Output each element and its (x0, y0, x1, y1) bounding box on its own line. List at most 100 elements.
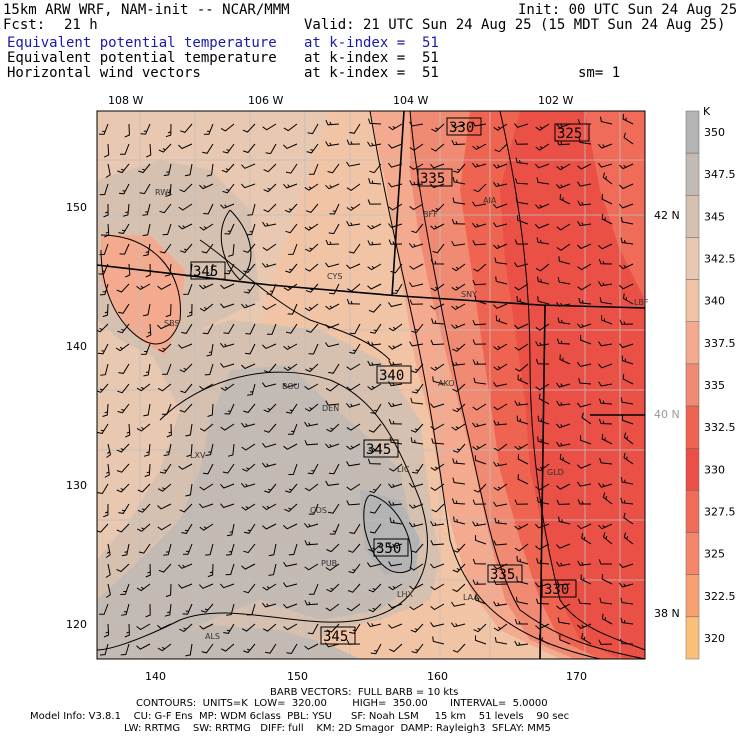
wind-barb-376 (346, 402, 361, 408)
wind-barb-522 (137, 523, 151, 532)
wind-barb-450 (262, 462, 277, 468)
wind-barb-465 (577, 463, 592, 469)
wind-barb-3 (165, 123, 172, 138)
wind-barb-183 (125, 263, 131, 278)
contour-label-2: 325 (557, 126, 582, 142)
wind-barb-127 (577, 200, 592, 206)
colorbar-swatch-320 (685, 616, 700, 660)
bottom-tick-170: 170 (566, 670, 587, 683)
wind-barb-274 (388, 323, 403, 332)
wind-barb-685 (286, 643, 298, 655)
wind-barb-178 (556, 243, 571, 251)
wind-barb-583 (325, 563, 340, 571)
map-frame (96, 110, 646, 660)
wind-barb-464 (559, 453, 571, 465)
wind-barb-39 (367, 141, 382, 147)
wind-barb-287 (115, 343, 130, 352)
wind-barb-538 (472, 521, 487, 527)
wind-barb-62 (308, 163, 319, 175)
wind-barb-148 (472, 222, 487, 228)
wind-barb-652 (136, 623, 151, 631)
wind-barb-60 (263, 163, 277, 173)
wind-barb-154 (601, 213, 613, 225)
color-legend: K 350 347.5 345 342.5 340 337.5 335 332.5 330 327… (685, 105, 736, 660)
wind-barb-523 (157, 523, 172, 531)
wind-barb-591 (493, 563, 508, 570)
wind-barb-673 (577, 623, 592, 629)
wind-barb-185 (164, 263, 172, 277)
wind-barb-689 (370, 643, 382, 655)
wind-barb-637 (368, 603, 382, 613)
wind-barb-133 (162, 223, 172, 236)
wind-barb-87 (283, 183, 298, 189)
wind-barb-456 (388, 463, 403, 472)
wind-barb-473 (199, 483, 214, 491)
wind-barb-467 (623, 452, 634, 465)
wind-barb-455 (367, 458, 382, 465)
contour-label-7: 350 (376, 541, 401, 557)
wind-barb-561 (410, 543, 424, 553)
station-cos: COS (310, 506, 327, 515)
wind-barb-317 (204, 363, 214, 376)
wind-barb-599 (120, 583, 130, 595)
wind-barb-149 (492, 222, 508, 228)
wind-barb-181 (620, 237, 634, 245)
wind-barb-640 (430, 603, 445, 611)
wind-barb-579 (241, 563, 256, 570)
wind-barb-172 (432, 243, 445, 254)
wind-barb-303 (452, 343, 466, 352)
wind-barb-441 (623, 432, 634, 445)
wind-barb-412 (556, 423, 571, 429)
colorbar-label-330: 330 (704, 463, 725, 476)
wind-barb-180 (598, 243, 613, 250)
wind-barb-667 (450, 622, 466, 628)
wind-barb-696 (514, 640, 529, 646)
wind-barb-129 (619, 203, 634, 209)
wind-barb-407 (451, 423, 466, 431)
station-sny: SNY (461, 290, 477, 299)
station-lbf: LBF (634, 298, 649, 307)
wind-barb-294 (262, 343, 277, 349)
wind-barb-358 (517, 374, 529, 385)
wind-barb-175 (493, 243, 508, 250)
wind-barb-489 (535, 483, 550, 491)
wind-barb-135 (199, 223, 214, 231)
wind-barb-176 (514, 239, 529, 245)
wind-barb-65 (369, 163, 382, 174)
wind-barb-484 (430, 483, 445, 492)
right-axis: 42 N 40 N 38 N (654, 209, 680, 620)
wind-barb-543 (577, 523, 592, 530)
wind-barb-477 (285, 483, 298, 493)
wind-barb-9 (283, 123, 298, 132)
wind-barb-659 (283, 623, 298, 631)
wind-barb-621 (580, 574, 592, 585)
wind-barb-85 (241, 183, 256, 189)
wind-barb-250 (430, 303, 445, 310)
wind-barb-348 (304, 383, 319, 391)
wind-barb-660 (307, 623, 319, 635)
wind-barb-144 (388, 223, 403, 228)
wind-barb-188 (224, 263, 235, 275)
wind-barb-587 (409, 563, 424, 571)
wind-barb-449 (242, 463, 256, 472)
wind-barb-611 (368, 583, 382, 593)
wind-barb-353 (411, 383, 424, 394)
wind-barb-400 (304, 421, 319, 427)
wind-barb-206 (598, 258, 613, 265)
wind-barb-4 (180, 123, 193, 133)
wind-barb-408 (472, 422, 487, 428)
wind-barb-488 (517, 474, 529, 485)
wind-barb-67 (409, 163, 424, 171)
station-bou: BOU (282, 382, 300, 391)
wind-barb-403 (368, 423, 382, 433)
wind-barb-168 (348, 243, 361, 254)
wind-barb-490 (556, 483, 571, 490)
wind-barb-391 (125, 423, 131, 438)
wind-barb-270 (305, 323, 319, 333)
wind-barb-75 (577, 163, 592, 170)
wind-barb-198 (430, 259, 445, 265)
wind-barb-649 (620, 597, 634, 605)
wind-barb-137 (246, 223, 256, 236)
wind-barb-468 (97, 483, 109, 495)
station-als: ALS (205, 632, 220, 641)
